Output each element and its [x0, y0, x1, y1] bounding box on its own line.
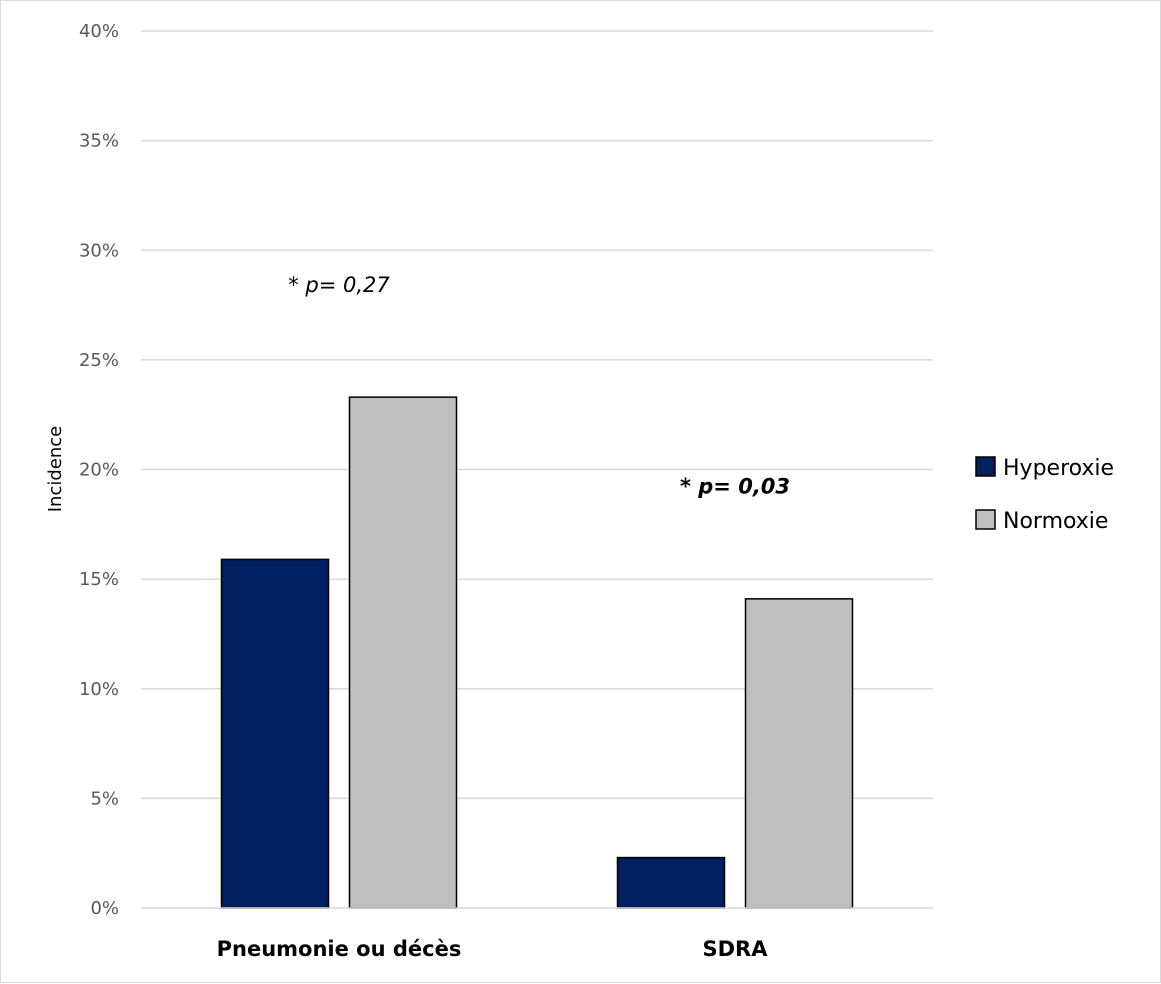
y-axis-ticks: 0% 5% 10% 15% 20% 25% 30% 35% 40%: [79, 21, 119, 919]
bar-hyperoxie: [220, 558, 330, 909]
y-tick-label: 35%: [79, 131, 119, 152]
y-tick-label: 0%: [90, 898, 119, 919]
x-category-label: SDRA: [703, 937, 769, 961]
p-value-annotation: * p= 0,03: [680, 475, 790, 499]
legend-swatch-normoxie: [975, 509, 996, 530]
legend-label: Hyperoxie: [1003, 456, 1114, 481]
legend-label: Normoxie: [1003, 509, 1108, 534]
x-category-label: Pneumonie ou décès: [217, 937, 462, 961]
legend: Hyperoxie Normoxie: [975, 456, 1114, 534]
annotations: * p= 0,27 * p= 0,03: [288, 273, 790, 499]
p-value-annotation: * p= 0,27: [288, 273, 390, 297]
y-tick-label: 25%: [79, 350, 119, 371]
y-tick-label: 30%: [79, 240, 119, 261]
legend-swatch-hyperoxie: [975, 456, 996, 477]
y-axis-label: Incidence: [45, 426, 66, 513]
bars: [220, 396, 854, 909]
y-tick-label: 5%: [90, 788, 119, 809]
y-tick-label: 20%: [79, 460, 119, 481]
y-tick-label: 10%: [79, 679, 119, 700]
bar-hyperoxie: [616, 856, 726, 909]
y-tick-label: 40%: [79, 21, 119, 42]
x-axis-categories: Pneumonie ou décès SDRA: [217, 937, 769, 961]
y-tick-label: 15%: [79, 569, 119, 590]
bar-normoxie: [744, 598, 854, 909]
bar-normoxie: [348, 396, 458, 909]
